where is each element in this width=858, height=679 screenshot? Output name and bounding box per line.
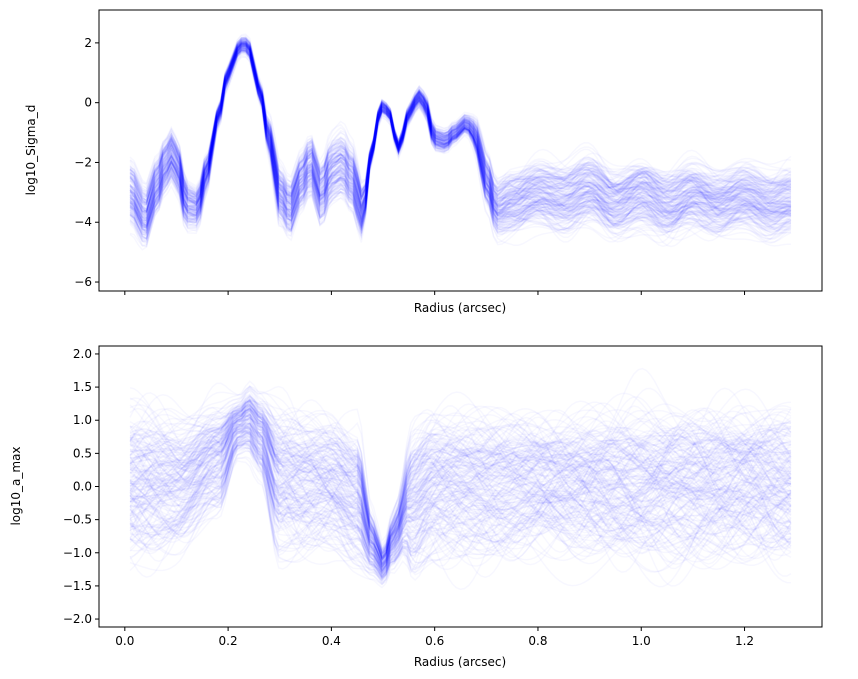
bottom-ytick-label: 2.0 — [73, 347, 92, 361]
bottom-ytick-label: 0.0 — [73, 480, 92, 494]
bottom-ytick-label: −1.5 — [63, 579, 92, 593]
bottom-ylabel: log10_a_max — [9, 446, 23, 525]
top-xlabel: Radius (arcsec) — [414, 301, 506, 315]
bottom-ytick-label: 1.0 — [73, 413, 92, 427]
top-ytick-label: −2 — [74, 155, 92, 169]
bottom-ytick-label: −1.0 — [63, 546, 92, 560]
top-ytick-label: 2 — [84, 36, 92, 50]
bottom-ytick-label: −0.5 — [63, 513, 92, 527]
top-axes-frame — [98, 9, 823, 292]
bottom-xtick-label: 0.2 — [219, 634, 238, 648]
bottom-series-group — [130, 369, 791, 590]
bottom-xtick-label: 0.8 — [528, 634, 547, 648]
bottom-xtick-label: 0.4 — [322, 634, 341, 648]
bottom-ytick-label: 0.5 — [73, 446, 92, 460]
top-series-group — [130, 34, 791, 250]
top-ylabel: log10_Sigma_d — [24, 105, 38, 196]
top-subplot: log10_Sigma_d Radius (arcsec) −6 −4 −2 0 2 — [24, 9, 823, 315]
top-ytick-label: −6 — [74, 275, 92, 289]
bottom-ytick-label: 1.5 — [73, 380, 92, 394]
bottom-subplot: log10_a_max Radius (arcsec) 0.0 0.2 0.4 0.6… — [9, 345, 823, 669]
bottom-xtick-label: 0.6 — [425, 634, 444, 648]
bottom-xtick-label: 1.0 — [632, 634, 651, 648]
top-ytick-label: 0 — [84, 96, 92, 110]
bottom-xtick-label: 1.2 — [735, 634, 754, 648]
top-ytick-label: −4 — [74, 215, 92, 229]
bottom-xtick-label: 0.0 — [115, 634, 134, 648]
bottom-xlabel: Radius (arcsec) — [414, 655, 506, 669]
bottom-ytick-label: −2.0 — [63, 612, 92, 626]
